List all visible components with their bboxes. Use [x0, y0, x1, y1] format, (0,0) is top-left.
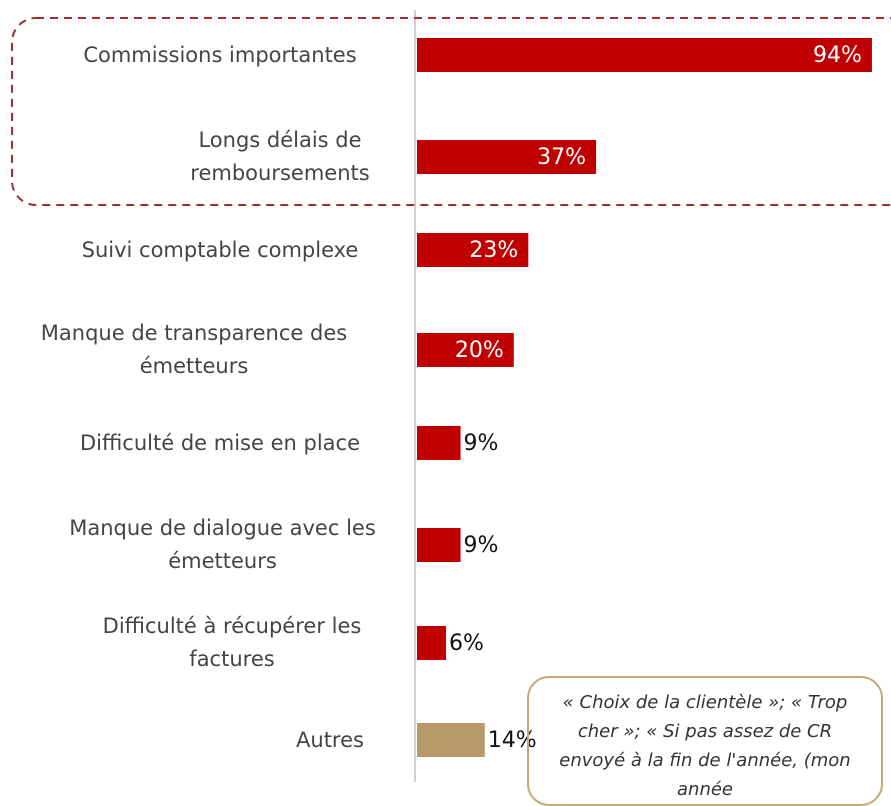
category-label: Autres	[296, 727, 364, 752]
highlight-box	[11, 17, 891, 206]
bar	[417, 626, 447, 660]
category-label: Suivi comptable complexe	[81, 237, 359, 262]
bar	[417, 140, 597, 174]
category-label: Manque de transparence des émetteurs	[40, 321, 348, 378]
category-label: Difficulté à récupérer les factures	[102, 614, 362, 671]
bar	[417, 233, 529, 267]
category-label: Commissions importantes	[83, 42, 357, 67]
page: {"chart_data": {"type": "bar", "orientat…	[11, 10, 891, 806]
bar	[417, 426, 461, 460]
chart: 94%37%23%20%9%9%6%14%	[11, 10, 891, 782]
bar	[417, 528, 461, 562]
bar	[417, 723, 485, 757]
value-label: 23%	[469, 238, 518, 263]
value-label: 37%	[537, 145, 586, 170]
annotation: « Choix de la clientèle »; « Trop cher »…	[527, 676, 883, 806]
value-label: 9%	[464, 533, 499, 558]
bar	[417, 333, 514, 367]
category-label: Difficulté de mise en place	[80, 430, 360, 455]
bar	[417, 38, 872, 72]
value-label: 94%	[813, 43, 862, 68]
value-label: 9%	[464, 431, 499, 456]
value-label: 6%	[449, 631, 484, 656]
category-label: Longs délais de remboursements	[190, 128, 370, 185]
category-label: Manque de dialogue avec les émetteurs	[69, 516, 376, 573]
value-label: 20%	[455, 338, 504, 363]
